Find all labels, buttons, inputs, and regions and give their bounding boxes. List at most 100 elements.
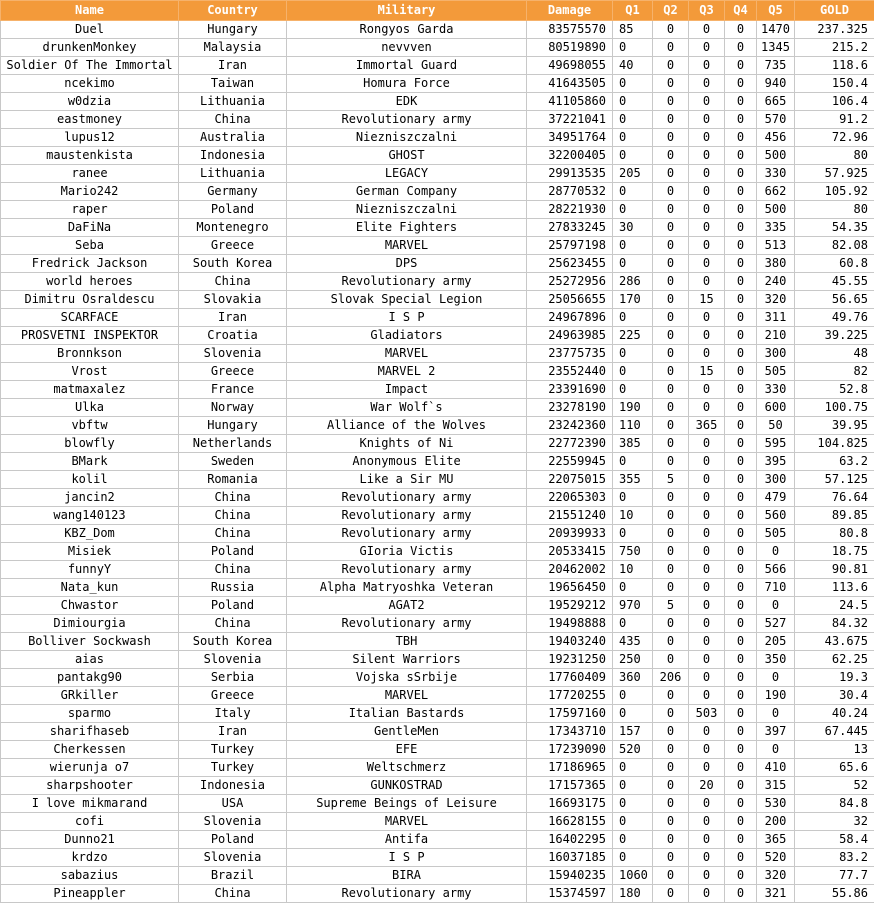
cell-q1: 520 <box>613 741 653 759</box>
cell-q2: 5 <box>653 597 689 615</box>
column-header-q2[interactable]: Q2 <box>653 1 689 21</box>
cell-name: cofi <box>1 813 179 831</box>
cell-q2: 0 <box>653 327 689 345</box>
cell-damage: 17239090 <box>527 741 613 759</box>
cell-country: China <box>179 489 287 507</box>
cell-q4: 0 <box>725 327 757 345</box>
cell-name: DaFiNa <box>1 219 179 237</box>
column-header-q4[interactable]: Q4 <box>725 1 757 21</box>
cell-damage: 19403240 <box>527 633 613 651</box>
cell-military: Revolutionary army <box>287 561 527 579</box>
cell-q2: 0 <box>653 543 689 561</box>
cell-q5: 735 <box>757 57 795 75</box>
cell-q1: 0 <box>613 111 653 129</box>
cell-q1: 0 <box>613 201 653 219</box>
cell-military: Antifa <box>287 831 527 849</box>
cell-q1: 0 <box>613 237 653 255</box>
column-header-gold[interactable]: GOLD <box>795 1 874 21</box>
cell-q2: 0 <box>653 849 689 867</box>
cell-q4: 0 <box>725 633 757 651</box>
cell-q4: 0 <box>725 39 757 57</box>
cell-gold: 90.81 <box>795 561 874 579</box>
cell-name: wang140123 <box>1 507 179 525</box>
cell-q1: 0 <box>613 759 653 777</box>
column-header-country[interactable]: Country <box>179 1 287 21</box>
cell-country: Russia <box>179 579 287 597</box>
cell-q3: 0 <box>689 345 725 363</box>
cell-damage: 17760409 <box>527 669 613 687</box>
cell-military: Revolutionary army <box>287 885 527 903</box>
cell-country: China <box>179 561 287 579</box>
cell-damage: 17720255 <box>527 687 613 705</box>
column-header-military[interactable]: Military <box>287 1 527 21</box>
cell-damage: 22075015 <box>527 471 613 489</box>
cell-q1: 10 <box>613 507 653 525</box>
cell-q5: 940 <box>757 75 795 93</box>
cell-country: Iran <box>179 309 287 327</box>
column-header-q3[interactable]: Q3 <box>689 1 725 21</box>
cell-gold: 106.4 <box>795 93 874 111</box>
cell-damage: 23278190 <box>527 399 613 417</box>
cell-name: Ulka <box>1 399 179 417</box>
cell-military: DPS <box>287 255 527 273</box>
cell-damage: 83575570 <box>527 21 613 39</box>
cell-country: Greece <box>179 687 287 705</box>
cell-name: w0dzia <box>1 93 179 111</box>
column-header-q1[interactable]: Q1 <box>613 1 653 21</box>
cell-damage: 24963985 <box>527 327 613 345</box>
cell-military: Weltschmerz <box>287 759 527 777</box>
cell-gold: 13 <box>795 741 874 759</box>
cell-q1: 0 <box>613 795 653 813</box>
cell-q5: 321 <box>757 885 795 903</box>
cell-gold: 39.95 <box>795 417 874 435</box>
cell-q5: 380 <box>757 255 795 273</box>
cell-damage: 17597160 <box>527 705 613 723</box>
cell-damage: 25623455 <box>527 255 613 273</box>
cell-q4: 0 <box>725 849 757 867</box>
cell-military: TBH <box>287 633 527 651</box>
cell-q2: 0 <box>653 885 689 903</box>
cell-q5: 350 <box>757 651 795 669</box>
cell-damage: 15940235 <box>527 867 613 885</box>
cell-q5: 1345 <box>757 39 795 57</box>
cell-country: Australia <box>179 129 287 147</box>
column-header-name[interactable]: Name <box>1 1 179 21</box>
cell-name: krdzo <box>1 849 179 867</box>
cell-gold: 77.7 <box>795 867 874 885</box>
cell-q3: 0 <box>689 327 725 345</box>
cell-damage: 20939933 <box>527 525 613 543</box>
cell-damage: 41643505 <box>527 75 613 93</box>
cell-country: China <box>179 273 287 291</box>
cell-q1: 0 <box>613 309 653 327</box>
cell-q3: 0 <box>689 93 725 111</box>
cell-damage: 19231250 <box>527 651 613 669</box>
cell-damage: 20462002 <box>527 561 613 579</box>
cell-q2: 0 <box>653 795 689 813</box>
cell-q4: 0 <box>725 219 757 237</box>
cell-gold: 84.32 <box>795 615 874 633</box>
cell-gold: 118.6 <box>795 57 874 75</box>
cell-q4: 0 <box>725 777 757 795</box>
cell-military: German Company <box>287 183 527 201</box>
cell-q2: 0 <box>653 435 689 453</box>
cell-gold: 80 <box>795 147 874 165</box>
cell-damage: 23242360 <box>527 417 613 435</box>
column-header-damage[interactable]: Damage <box>527 1 613 21</box>
cell-q5: 513 <box>757 237 795 255</box>
cell-military: Italian Bastards <box>287 705 527 723</box>
cell-damage: 34951764 <box>527 129 613 147</box>
cell-gold: 30.4 <box>795 687 874 705</box>
cell-military: nevvven <box>287 39 527 57</box>
cell-q1: 0 <box>613 345 653 363</box>
column-header-q5[interactable]: Q5 <box>757 1 795 21</box>
cell-damage: 17157365 <box>527 777 613 795</box>
cell-q1: 0 <box>613 687 653 705</box>
cell-q5: 210 <box>757 327 795 345</box>
